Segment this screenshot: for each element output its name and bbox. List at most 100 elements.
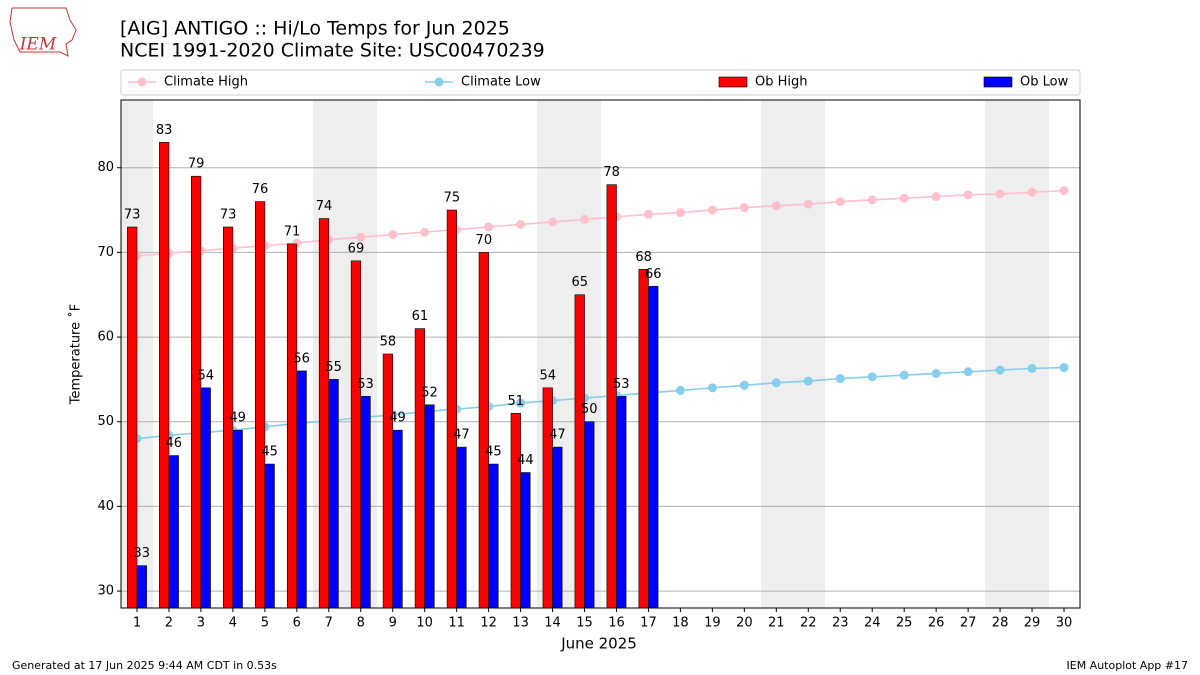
point xyxy=(931,368,941,378)
bar xyxy=(392,429,403,609)
logo: IEM xyxy=(9,7,77,57)
point xyxy=(356,232,366,242)
legend-swatch xyxy=(718,76,748,88)
x-tick-label: 3 xyxy=(197,616,205,631)
data-label: 45 xyxy=(261,445,278,460)
x-tick-label: 15 xyxy=(576,616,593,631)
bar xyxy=(191,175,202,609)
chart-title: [AIG] ANTIGO :: Hi/Lo Temps for Jun 2025 xyxy=(120,18,510,40)
point xyxy=(899,193,909,203)
bar xyxy=(648,285,659,609)
bar xyxy=(360,396,371,609)
x-tick-label: 2 xyxy=(165,616,173,631)
x-tick-label: 29 xyxy=(1024,616,1041,631)
bar xyxy=(264,463,275,609)
x-tick-label: 30 xyxy=(1056,616,1073,631)
data-label: 79 xyxy=(188,157,205,172)
bar xyxy=(318,218,330,609)
y-tick-label: 60 xyxy=(97,330,114,345)
x-tick-label: 6 xyxy=(293,616,301,631)
point xyxy=(963,367,973,377)
point xyxy=(867,195,877,205)
point xyxy=(995,189,1005,199)
point xyxy=(1027,363,1037,373)
bar xyxy=(456,446,467,609)
point xyxy=(420,227,430,237)
data-label: 55 xyxy=(325,360,342,375)
x-tick-label: 4 xyxy=(229,616,237,631)
bar xyxy=(328,379,339,609)
x-tick-label: 18 xyxy=(672,616,689,631)
data-label: 54 xyxy=(539,368,556,383)
bar xyxy=(414,328,425,609)
data-label: 61 xyxy=(412,309,429,324)
data-label: 75 xyxy=(444,191,461,206)
point xyxy=(995,365,1005,375)
x-tick-label: 25 xyxy=(896,616,913,631)
chart-subtitle: NCEI 1991-2020 Climate Site: USC00470239 xyxy=(120,40,545,62)
point xyxy=(643,209,653,219)
point xyxy=(963,190,973,200)
legend-swatch xyxy=(983,76,1013,88)
bar xyxy=(168,455,179,609)
bar xyxy=(616,396,627,609)
y-tick-label: 40 xyxy=(97,499,114,514)
x-tick-label: 24 xyxy=(864,616,881,631)
x-tick-label: 20 xyxy=(736,616,753,631)
data-label: 58 xyxy=(380,335,397,350)
bar xyxy=(424,404,435,609)
bar xyxy=(159,142,170,609)
point xyxy=(739,203,749,213)
footer-right: IEM Autoplot App #17 xyxy=(1067,659,1189,672)
data-label: 78 xyxy=(603,165,620,180)
point xyxy=(867,372,877,382)
x-tick-label: 17 xyxy=(640,616,657,631)
data-label: 44 xyxy=(517,453,534,468)
point xyxy=(707,205,717,215)
x-tick-label: 9 xyxy=(389,616,397,631)
x-tick-label: 1 xyxy=(133,616,141,631)
line xyxy=(136,189,1065,257)
bar xyxy=(520,472,531,609)
bar xyxy=(542,387,553,609)
legend-label: Climate Low xyxy=(461,75,541,90)
plot-frame xyxy=(120,99,1081,609)
data-label: 53 xyxy=(613,377,630,392)
legend-box xyxy=(120,69,1081,96)
x-tick-label: 13 xyxy=(512,616,529,631)
data-label: 65 xyxy=(571,275,588,290)
x-tick-label: 12 xyxy=(480,616,497,631)
data-label: 33 xyxy=(134,546,151,561)
point xyxy=(675,208,685,218)
bar xyxy=(200,387,211,609)
bar xyxy=(488,463,499,609)
bar xyxy=(638,269,649,609)
weekend-band xyxy=(761,100,825,608)
point xyxy=(931,192,941,202)
logo-text: IEM xyxy=(19,35,57,55)
data-label: 49 xyxy=(389,411,406,426)
y-axis-label: Temperature ˚F xyxy=(68,304,84,405)
data-label: 56 xyxy=(293,351,310,366)
x-axis-label: June 2025 xyxy=(560,635,637,653)
weekend-band xyxy=(985,100,1049,608)
x-tick-label: 22 xyxy=(800,616,817,631)
x-tick-label: 21 xyxy=(768,616,785,631)
data-label: 53 xyxy=(357,377,374,392)
bar xyxy=(446,209,457,609)
x-tick-label: 27 xyxy=(960,616,977,631)
x-tick-label: 8 xyxy=(357,616,365,631)
data-label: 76 xyxy=(252,182,269,197)
x-tick-label: 26 xyxy=(928,616,945,631)
data-label: 73 xyxy=(124,208,141,223)
bar xyxy=(552,446,563,609)
data-label: 71 xyxy=(284,224,301,239)
data-label: 74 xyxy=(316,199,333,214)
point xyxy=(739,380,749,390)
point xyxy=(707,383,717,393)
point xyxy=(771,378,781,388)
point xyxy=(803,199,813,209)
point xyxy=(835,197,845,207)
